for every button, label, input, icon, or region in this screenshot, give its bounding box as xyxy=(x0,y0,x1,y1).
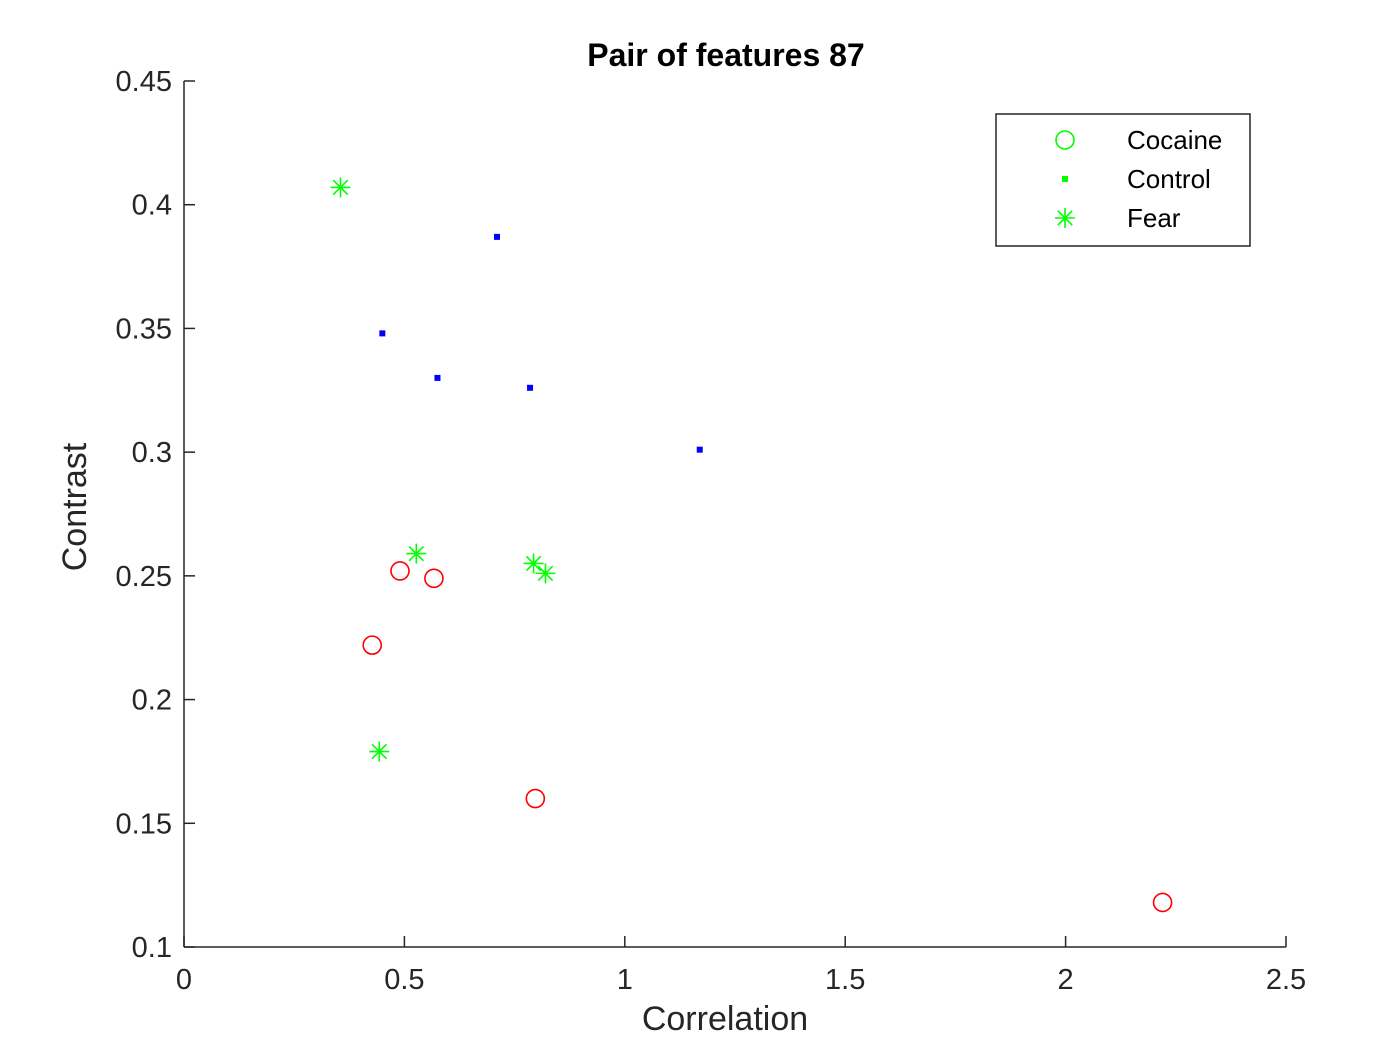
x-tick-label: 1.5 xyxy=(825,964,865,996)
series-cocaine xyxy=(362,561,1173,913)
control-point xyxy=(696,446,703,453)
x-tick-label: 0.5 xyxy=(384,964,424,996)
y-tick-label: 0.3 xyxy=(132,437,172,469)
fear-point xyxy=(535,563,556,584)
y-axis-ticks: 0.1 0.15 0.2 0.25 0.3 0.35 0.4 0.45 xyxy=(116,66,195,964)
control-point xyxy=(527,384,534,391)
legend-item-fear: Fear xyxy=(1055,203,1181,233)
control-point xyxy=(434,374,441,381)
y-tick-label: 0.1 xyxy=(132,932,172,964)
fear-point xyxy=(330,177,351,198)
chart-title: Pair of features 87 xyxy=(587,37,864,73)
x-tick-label: 1 xyxy=(617,964,633,996)
axes: 0 0.5 1 1.5 2 2.5 0.1 0.15 0.2 0.25 0.3 0.35 0.4 0.4… xyxy=(116,66,1307,996)
y-tick-label: 0.4 xyxy=(132,190,172,222)
y-tick-label: 0.15 xyxy=(116,808,172,840)
cocaine-point xyxy=(424,568,444,589)
x-tick-label: 2 xyxy=(1058,964,1074,996)
legend-marker-circle xyxy=(1055,130,1075,150)
legend-item-cocaine: Cocaine xyxy=(1055,125,1222,155)
legend-marker-asterisk xyxy=(1055,208,1075,228)
fear-point xyxy=(369,741,390,762)
legend: Cocaine Control Fear xyxy=(995,113,1251,247)
legend-label: Cocaine xyxy=(1127,125,1222,155)
x-axis-ticks: 0 0.5 1 1.5 2 2.5 xyxy=(176,936,1306,996)
x-axis-title: Correlation xyxy=(642,1000,808,1038)
legend-item-control: Control xyxy=(1062,164,1211,194)
fear-point xyxy=(523,553,544,574)
legend-marker-square xyxy=(1062,176,1068,182)
legend-box xyxy=(995,113,1251,247)
data-points xyxy=(330,177,1173,913)
y-tick-label: 0.25 xyxy=(116,561,172,593)
y-tick-label: 0.2 xyxy=(132,685,172,717)
y-axis-title: Contrast xyxy=(56,442,94,571)
legend-label: Fear xyxy=(1127,203,1181,233)
x-tick-label: 0 xyxy=(176,964,192,996)
x-tick-label: 2.5 xyxy=(1266,964,1306,996)
series-control xyxy=(379,233,703,453)
legend-items: Cocaine Control Fear xyxy=(1055,125,1222,233)
cocaine-point xyxy=(390,561,410,581)
cocaine-point xyxy=(1152,892,1173,913)
y-tick-label: 0.45 xyxy=(116,66,172,98)
cocaine-point xyxy=(362,635,383,655)
legend-label: Control xyxy=(1127,164,1211,194)
fear-point xyxy=(406,543,427,564)
cocaine-point xyxy=(525,788,546,809)
y-tick-label: 0.35 xyxy=(116,313,172,345)
control-point xyxy=(493,233,500,240)
control-point xyxy=(379,330,386,337)
series-fear xyxy=(330,177,556,762)
